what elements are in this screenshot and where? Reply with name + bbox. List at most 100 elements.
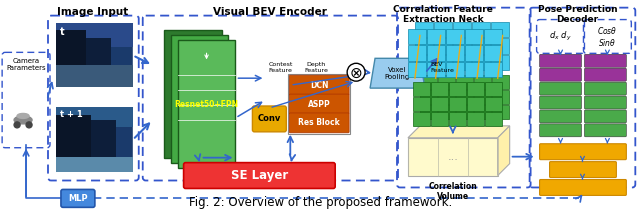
Bar xyxy=(171,35,228,163)
Text: MLP: MLP xyxy=(68,194,88,203)
Bar xyxy=(438,90,455,104)
Bar xyxy=(467,82,484,96)
Bar xyxy=(408,28,426,44)
Bar xyxy=(467,112,484,126)
Text: Pose Prediction: Pose Prediction xyxy=(538,5,618,14)
Bar xyxy=(484,62,502,77)
Text: Image Input: Image Input xyxy=(57,7,129,17)
FancyBboxPatch shape xyxy=(540,144,627,160)
Polygon shape xyxy=(370,58,425,88)
FancyBboxPatch shape xyxy=(584,124,627,137)
Bar xyxy=(465,45,483,61)
Bar xyxy=(474,105,491,119)
Bar xyxy=(431,82,448,96)
FancyBboxPatch shape xyxy=(540,68,582,81)
Bar xyxy=(472,55,490,70)
Bar xyxy=(164,31,221,158)
FancyBboxPatch shape xyxy=(584,96,627,109)
Text: DCN: DCN xyxy=(310,81,328,90)
Bar xyxy=(438,105,455,119)
Bar xyxy=(408,138,498,176)
Text: ⊗: ⊗ xyxy=(349,66,362,81)
Text: Resnet50+FPN: Resnet50+FPN xyxy=(175,99,239,109)
Ellipse shape xyxy=(14,116,32,124)
Bar xyxy=(413,82,430,96)
Bar xyxy=(456,105,473,119)
Text: Depth
Feature: Depth Feature xyxy=(304,62,328,73)
Bar xyxy=(456,75,473,89)
FancyBboxPatch shape xyxy=(289,113,349,133)
Bar xyxy=(427,28,445,44)
Bar xyxy=(178,40,236,168)
FancyBboxPatch shape xyxy=(584,110,627,123)
Bar xyxy=(413,112,430,126)
Bar xyxy=(492,90,509,104)
Bar xyxy=(288,74,350,134)
Bar xyxy=(446,28,464,44)
Bar xyxy=(408,45,426,61)
Text: ...: ... xyxy=(447,152,458,162)
Text: Camera
Parameters: Camera Parameters xyxy=(6,58,46,71)
Bar xyxy=(484,97,502,111)
Bar xyxy=(415,38,433,54)
Bar xyxy=(408,62,426,77)
Text: BEV
Feature: BEV Feature xyxy=(430,62,454,73)
Bar xyxy=(453,55,471,70)
Bar xyxy=(474,90,491,104)
Bar xyxy=(456,90,473,104)
Bar xyxy=(453,38,471,54)
Bar xyxy=(484,45,502,61)
Bar xyxy=(420,105,437,119)
Bar xyxy=(446,62,464,77)
Bar xyxy=(431,97,448,111)
FancyBboxPatch shape xyxy=(550,162,616,177)
Bar xyxy=(449,82,466,96)
Bar xyxy=(465,62,483,77)
Bar xyxy=(484,28,502,44)
Bar xyxy=(420,90,437,104)
Bar xyxy=(491,22,509,37)
Bar xyxy=(467,97,484,111)
FancyBboxPatch shape xyxy=(540,110,582,123)
Bar xyxy=(415,55,433,70)
Text: Correlation Feature: Correlation Feature xyxy=(393,5,493,14)
Bar xyxy=(56,157,132,172)
Bar xyxy=(438,75,455,89)
Circle shape xyxy=(14,122,20,128)
FancyBboxPatch shape xyxy=(61,190,95,207)
Bar xyxy=(453,22,471,37)
Bar xyxy=(492,105,509,119)
Bar xyxy=(56,65,132,87)
FancyBboxPatch shape xyxy=(540,124,582,137)
FancyBboxPatch shape xyxy=(540,82,582,95)
FancyBboxPatch shape xyxy=(584,54,627,67)
Text: Extraction Neck: Extraction Neck xyxy=(403,15,483,24)
Bar xyxy=(56,31,86,65)
Bar xyxy=(484,112,502,126)
Polygon shape xyxy=(498,126,509,176)
Circle shape xyxy=(347,63,365,81)
Bar xyxy=(446,45,464,61)
Bar xyxy=(434,22,452,37)
Bar xyxy=(415,22,433,37)
Text: $Cos\theta$
$Sin\theta$: $Cos\theta$ $Sin\theta$ xyxy=(597,25,618,48)
Text: Conv: Conv xyxy=(258,114,281,123)
Bar xyxy=(484,82,502,96)
Bar xyxy=(86,38,111,65)
Bar xyxy=(427,45,445,61)
Bar xyxy=(434,38,452,54)
FancyBboxPatch shape xyxy=(289,94,349,114)
Circle shape xyxy=(26,122,32,128)
Bar xyxy=(449,112,466,126)
Text: Fig. 2: Overview of the proposed framework.: Fig. 2: Overview of the proposed framewo… xyxy=(189,196,452,209)
Bar xyxy=(472,38,490,54)
Bar xyxy=(56,107,132,172)
Bar xyxy=(491,38,509,54)
Text: ASPP: ASPP xyxy=(308,99,331,109)
Bar xyxy=(491,55,509,70)
Bar xyxy=(91,120,116,157)
Bar xyxy=(56,107,132,127)
FancyBboxPatch shape xyxy=(584,68,627,81)
Text: t: t xyxy=(60,26,65,36)
FancyBboxPatch shape xyxy=(540,96,582,109)
